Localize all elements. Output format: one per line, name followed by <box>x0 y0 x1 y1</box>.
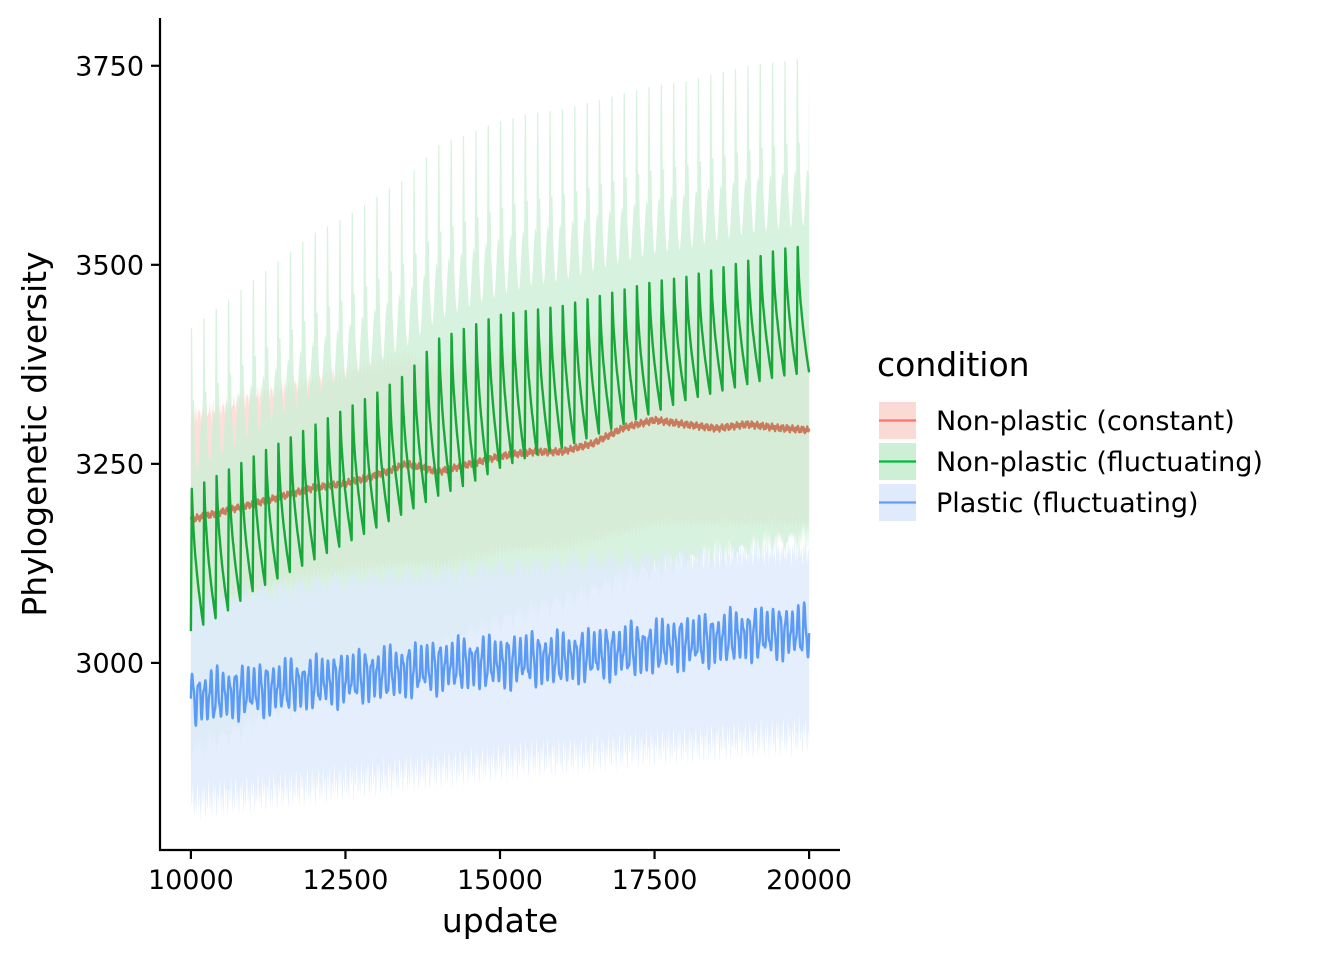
x-tick-label: 12500 <box>303 865 389 896</box>
x-tick-label: 20000 <box>766 865 852 896</box>
y-tick-label: 3750 <box>75 51 144 82</box>
plot-area <box>189 57 811 823</box>
legend-label-plastic-fluctuating: Plastic (fluctuating) <box>936 488 1199 519</box>
legend: condition Non-plastic (constant)Non-plas… <box>877 345 1263 521</box>
y-tick-label: 3500 <box>75 250 144 281</box>
y-ticks: 3000 3250 3500 3750 <box>75 51 160 679</box>
legend-entry-non-plastic-fluctuating: Non-plastic (fluctuating) <box>879 443 1263 480</box>
y-tick-label: 3000 <box>75 648 144 679</box>
series-lines <box>189 245 811 727</box>
y-axis-title: Phylogenetic diversity <box>15 251 54 616</box>
legend-title: condition <box>877 345 1030 384</box>
x-tick-label: 10000 <box>148 865 234 896</box>
line-plastic-fluctuating <box>189 601 811 727</box>
line-non-plastic-fluctuating <box>189 245 811 632</box>
legend-entry-non-plastic-constant: Non-plastic (constant) <box>879 402 1235 439</box>
x-axis-title: update <box>442 901 558 940</box>
legend-label-non-plastic-constant: Non-plastic (constant) <box>936 406 1235 437</box>
x-ticks: 10000 12500 15000 17500 20000 <box>148 850 852 896</box>
legend-entry-plastic-fluctuating: Plastic (fluctuating) <box>879 484 1199 521</box>
legend-label-non-plastic-fluctuating: Non-plastic (fluctuating) <box>936 447 1263 478</box>
x-tick-label: 15000 <box>457 865 543 896</box>
y-tick-label: 3250 <box>75 449 144 480</box>
legend-items: Non-plastic (constant) Non-plastic (fluct… <box>879 402 1263 521</box>
x-tick-label: 17500 <box>612 865 698 896</box>
